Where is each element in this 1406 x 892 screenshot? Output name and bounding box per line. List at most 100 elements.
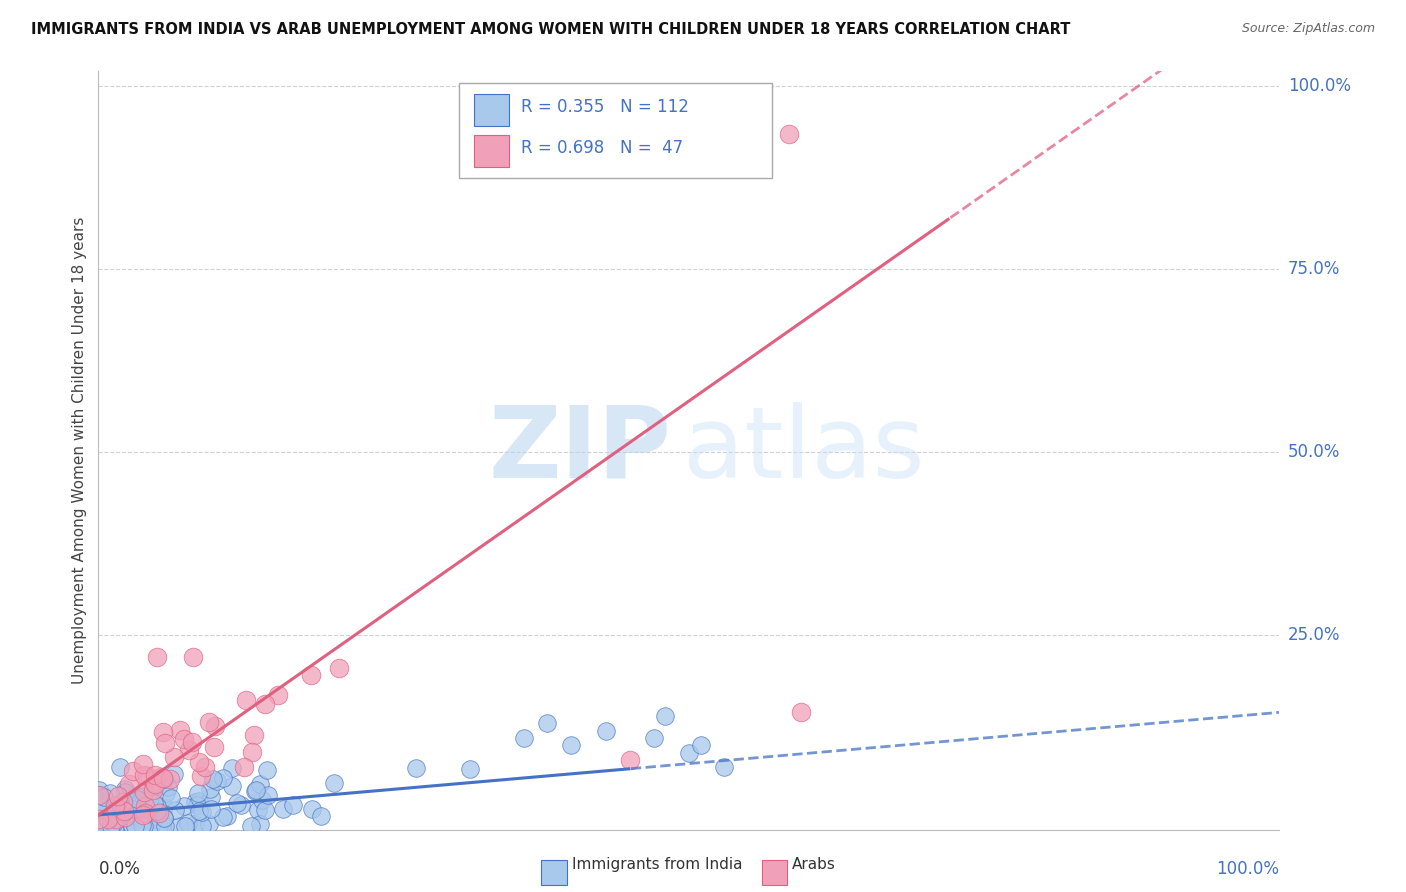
Point <box>188 794 211 808</box>
Point <box>128 809 150 823</box>
Point <box>105 812 128 826</box>
Text: 25.0%: 25.0% <box>1288 626 1340 644</box>
Point <box>152 811 174 825</box>
Point <box>87 819 110 833</box>
Point <box>129 793 152 807</box>
Point <box>163 750 186 764</box>
Point <box>173 731 195 746</box>
Text: ZIP: ZIP <box>488 402 671 499</box>
Point <box>89 797 111 811</box>
Point <box>136 791 159 805</box>
Point <box>221 779 243 793</box>
Point <box>114 785 136 799</box>
Point <box>142 783 165 797</box>
Point <box>132 756 155 771</box>
Point <box>595 723 617 738</box>
Point <box>100 819 122 833</box>
Point <box>167 819 190 833</box>
Point <box>118 777 141 791</box>
Point <box>134 798 156 813</box>
Point <box>129 790 152 805</box>
Point <box>301 802 323 816</box>
Point <box>111 795 134 809</box>
Point <box>136 769 159 783</box>
Point <box>115 790 138 805</box>
Point <box>148 819 170 833</box>
Point <box>143 796 166 810</box>
Point <box>155 786 177 800</box>
Point <box>139 819 162 833</box>
Point <box>148 805 170 820</box>
Point <box>191 819 214 833</box>
Point <box>190 769 212 783</box>
Point <box>221 761 243 775</box>
Point <box>713 760 735 774</box>
Point <box>150 817 173 831</box>
Point <box>87 788 110 802</box>
Point <box>309 809 332 823</box>
Point <box>93 804 115 818</box>
Point <box>146 804 169 818</box>
Point <box>204 719 226 733</box>
Point <box>283 797 305 812</box>
Point <box>153 799 176 814</box>
Point <box>778 127 800 141</box>
Point <box>124 819 146 833</box>
Point <box>159 791 181 805</box>
Point <box>256 763 278 777</box>
Bar <box>474 94 509 126</box>
Point <box>103 815 125 830</box>
Point <box>87 812 110 826</box>
Point <box>134 785 156 799</box>
Text: IMMIGRANTS FROM INDIA VS ARAB UNEMPLOYMENT AMONG WOMEN WITH CHILDREN UNDER 18 YE: IMMIGRANTS FROM INDIA VS ARAB UNEMPLOYME… <box>31 22 1070 37</box>
Point <box>131 818 153 832</box>
Point <box>239 819 262 833</box>
Text: 75.0%: 75.0% <box>1288 260 1340 278</box>
Point <box>212 771 235 785</box>
Text: Arabs: Arabs <box>792 857 835 872</box>
Point <box>271 802 294 816</box>
Point <box>112 804 135 818</box>
Point <box>249 817 271 831</box>
Point <box>200 802 222 816</box>
Point <box>188 755 211 769</box>
Point <box>134 805 156 820</box>
Point <box>181 650 204 665</box>
Point <box>204 740 226 755</box>
Point <box>114 808 136 822</box>
Point <box>146 798 169 813</box>
Point <box>254 803 277 817</box>
Point <box>177 743 200 757</box>
Point <box>146 650 169 665</box>
Point <box>121 819 143 833</box>
Point <box>678 746 700 760</box>
Point <box>235 693 257 707</box>
Point <box>143 780 166 794</box>
Point <box>212 810 235 824</box>
Point <box>149 771 172 785</box>
Point <box>93 789 115 804</box>
Point <box>217 809 239 823</box>
Point <box>187 786 209 800</box>
Text: R = 0.355   N = 112: R = 0.355 N = 112 <box>522 98 689 117</box>
Text: 0.0%: 0.0% <box>98 860 141 878</box>
Point <box>90 814 112 828</box>
Point <box>124 819 146 833</box>
Text: 50.0%: 50.0% <box>1288 443 1340 461</box>
Point <box>458 762 481 776</box>
Point <box>121 819 143 833</box>
Text: 100.0%: 100.0% <box>1288 77 1351 95</box>
Point <box>328 661 350 675</box>
Point <box>114 782 136 797</box>
Point <box>790 706 813 720</box>
Point <box>134 768 156 782</box>
Point <box>200 781 222 796</box>
Point <box>132 819 155 833</box>
Point <box>97 812 120 826</box>
Point <box>619 753 641 767</box>
Bar <box>474 135 509 167</box>
Point <box>153 811 176 825</box>
Point <box>87 805 110 820</box>
Point <box>125 792 148 806</box>
Text: atlas: atlas <box>683 402 925 499</box>
